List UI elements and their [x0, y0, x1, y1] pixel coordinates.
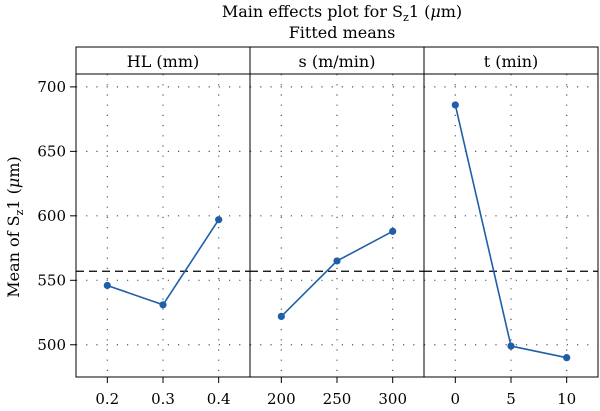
point-s-300: [389, 227, 397, 235]
panel-title-s: s (m/min): [299, 52, 376, 71]
x-tick-label-hl-0.4: 0.4: [207, 390, 231, 408]
plot-area: 500 550 600 650 700 HL (mm) 0.2 0.3 0.4 s (m/min)…: [37, 46, 599, 408]
x-tick-label-s-300: 300: [378, 390, 407, 408]
panel-header-hl: [75, 46, 251, 75]
x-tick-label-s-200: 200: [267, 390, 296, 408]
x-tick-label-hl-0.3: 0.3: [151, 390, 175, 408]
ylabel-tail: 1 (: [4, 188, 23, 210]
title-main: Main effects plot for S: [222, 2, 403, 21]
y-tick-label-650: 650: [37, 142, 66, 160]
title-subscript: z: [403, 11, 409, 24]
panel-frame-t: [423, 73, 599, 378]
ylabel-main: Mean of S: [4, 215, 23, 297]
panel-frame-s: [249, 73, 425, 378]
point-hl-0.2: [103, 281, 111, 290]
panel-title-hl: HL (mm): [127, 52, 200, 71]
panel-header-t: [423, 46, 599, 75]
series-line-s: [280, 230, 394, 317]
ylabel-mu: μ: [4, 178, 23, 188]
series-line-hl: [107, 219, 220, 306]
point-s-200: [277, 312, 285, 320]
title-mu: μ: [430, 2, 440, 21]
chart-subtitle: Fitted means: [289, 23, 396, 42]
x-tick-label-t-10: 10: [557, 390, 576, 408]
chart-title: Main effects plot for Sz1 (μm): [222, 2, 462, 24]
panel-header-s: [249, 46, 425, 75]
y-tick-label-550: 550: [37, 271, 66, 289]
title-unit: m): [441, 2, 462, 21]
point-hl-0.3: [159, 301, 167, 309]
y-tick-label-600: 600: [37, 207, 66, 225]
point-hl-0.4: [215, 216, 223, 224]
x-tick-label-hl-0.2: 0.2: [95, 390, 119, 408]
x-tick-label-s-250: 250: [323, 390, 352, 408]
point-s-250: [333, 257, 341, 265]
panel-title-t: t (min): [484, 52, 539, 71]
x-tick-label-t-5: 5: [506, 390, 516, 408]
point-t-5: [507, 342, 515, 350]
point-t-10: [563, 354, 571, 362]
y-axis-label: Mean of Sz1 (μm): [4, 156, 26, 298]
title-tail: 1 (: [409, 2, 431, 21]
ylabel-subscript: z: [13, 209, 26, 215]
y-tick-label-700: 700: [37, 78, 66, 96]
y-tick-label-500: 500: [37, 336, 66, 354]
panel-frame-hl: [75, 73, 251, 378]
ylabel-unit: m): [4, 156, 23, 177]
point-t-0: [451, 101, 459, 109]
x-tick-label-t-0: 0: [451, 390, 461, 408]
